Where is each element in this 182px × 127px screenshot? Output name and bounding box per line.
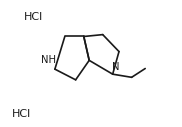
- Text: HCl: HCl: [11, 109, 31, 119]
- Text: N: N: [112, 62, 119, 72]
- Text: HCl: HCl: [24, 12, 43, 22]
- Text: NH: NH: [41, 55, 56, 65]
